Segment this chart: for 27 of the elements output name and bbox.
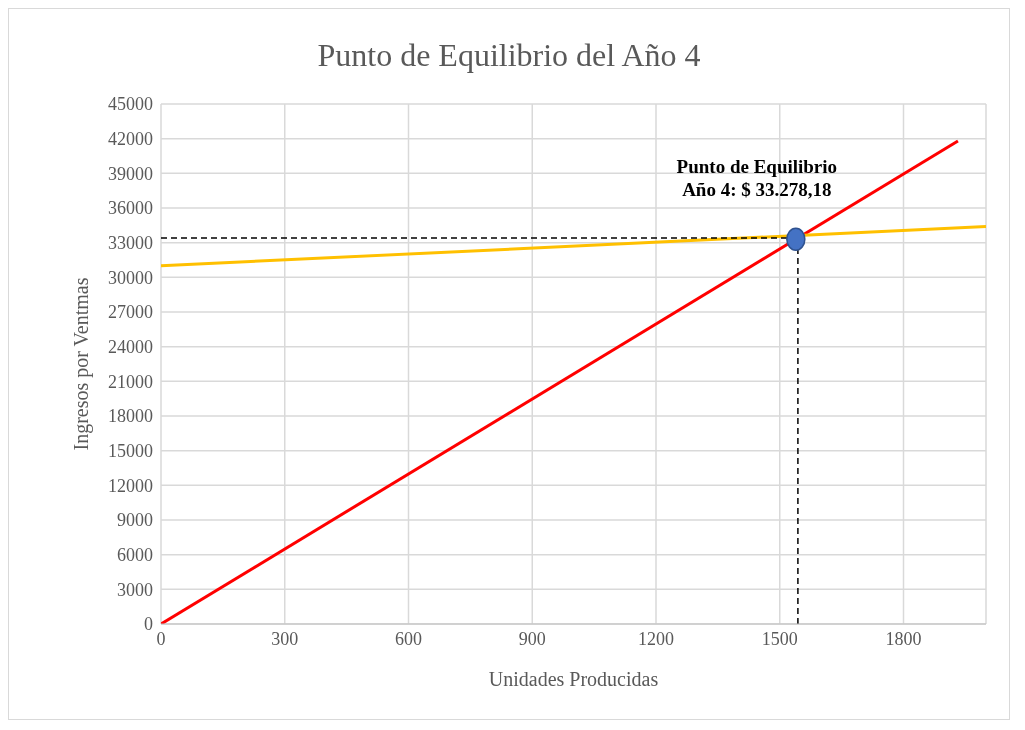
x-tick-label: 900 [518,628,546,649]
x-tick-label: 1800 [885,628,922,649]
y-tick-label: 6000 [117,545,153,566]
y-tick-label: 0 [144,614,153,635]
y-tick-label: 15000 [108,441,153,462]
y-tick-label: 24000 [108,337,153,358]
y-tick-label: 39000 [108,163,153,184]
x-tick-label: 300 [271,628,299,649]
y-tick-label: 36000 [108,198,153,219]
y-tick-label: 9000 [117,510,153,531]
y-tick-label: 30000 [108,267,153,288]
chart-title: Punto de Equilibrio del Año 4 [316,37,702,74]
annotation: Punto de Equilibrio Año 4: $ 33.278,18 [675,155,839,202]
y-tick-label: 21000 [108,371,153,392]
y-axis-title: Ingresos por Ventmas [70,277,94,451]
y-tick-label: 27000 [108,302,153,323]
y-tick-label: 33000 [108,233,153,254]
y-tick-label: 18000 [108,406,153,427]
y-tick-label: 42000 [108,129,153,150]
x-tick-label: 600 [395,628,422,649]
x-axis-title: Unidades Producidas [488,668,659,690]
x-tick-label: 1500 [761,628,798,649]
x-tick-label: 0 [156,628,166,649]
y-tick-label: 12000 [108,475,153,496]
x-tick-label: 1200 [638,628,674,649]
y-tick-label: 3000 [117,579,153,600]
y-tick-label: 45000 [108,94,153,115]
